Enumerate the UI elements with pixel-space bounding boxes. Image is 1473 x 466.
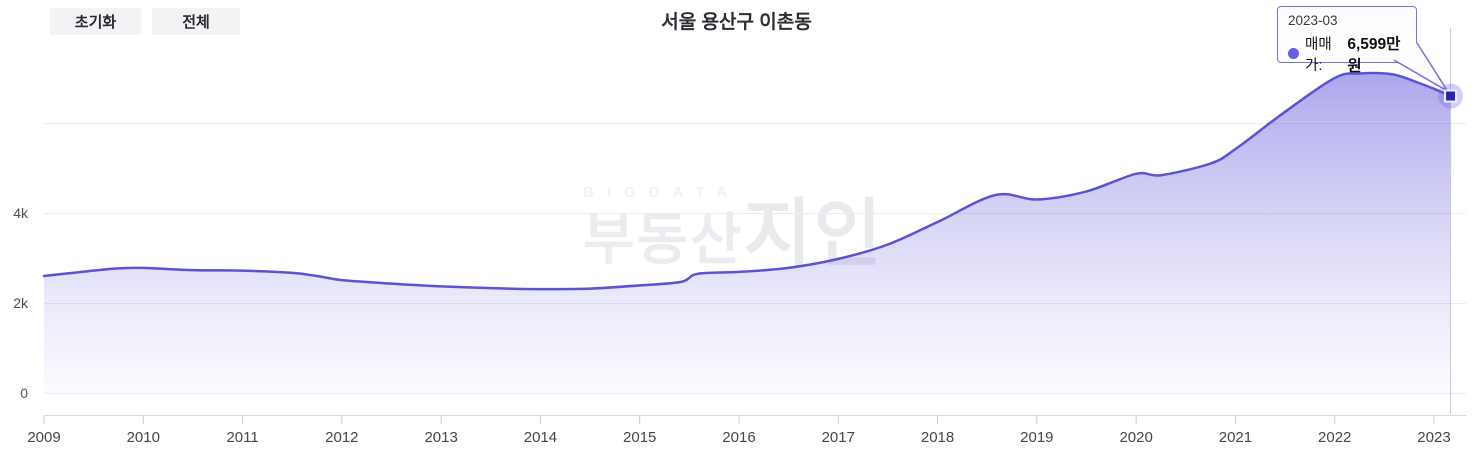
y-axis-labels: 0 2k 4k	[13, 205, 29, 401]
x-axis-label: 2015	[623, 429, 656, 446]
x-axis-label: 2011	[226, 429, 258, 446]
x-axis-label: 2014	[524, 429, 557, 446]
series-dot-icon	[1288, 48, 1299, 60]
tooltip-value: 6,599만원	[1347, 35, 1401, 75]
y-axis-label: 4k	[13, 205, 29, 221]
x-axis-label: 2017	[822, 429, 855, 446]
x-axis-ticks	[43, 415, 1435, 424]
x-axis-label: 2012	[325, 429, 358, 446]
x-axis-label: 2018	[921, 429, 954, 446]
all-range-button[interactable]: 전체	[152, 8, 240, 35]
series-area-fill	[44, 73, 1451, 393]
y-axis-label: 0	[20, 385, 28, 401]
x-axis-label: 2009	[27, 429, 60, 446]
x-axis-label: 2019	[1020, 429, 1053, 446]
tooltip: 2023-03 매매가: 6,599만원	[1277, 6, 1417, 75]
x-axis-label: 2023	[1417, 429, 1450, 446]
x-axis-label: 2010	[127, 429, 160, 446]
tooltip-series-label: 매매가:	[1305, 36, 1332, 74]
series-line	[42, 71, 1452, 291]
x-axis-label: 2022	[1318, 429, 1351, 446]
x-axis-labels: 2009 2010 2011 2012 2013 2014 2015 2016 2017 2018…	[27, 429, 1450, 446]
x-axis-label: 2021	[1219, 429, 1252, 446]
x-axis-label: 2020	[1119, 429, 1152, 446]
y-axis-label: 2k	[13, 295, 29, 311]
x-axis-label: 2013	[424, 429, 457, 446]
page-title: 서울 용산구 이촌동	[661, 12, 812, 33]
x-axis-label: 2016	[722, 429, 755, 446]
tooltip-date: 2023-03	[1288, 13, 1338, 28]
reset-button[interactable]: 초기화	[50, 8, 141, 35]
